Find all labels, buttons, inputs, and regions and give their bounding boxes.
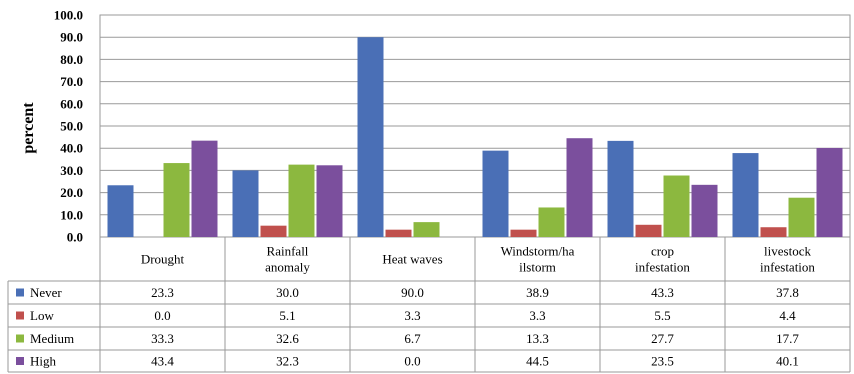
legend-key-never	[16, 288, 24, 297]
data-label: 0.0	[404, 354, 420, 369]
bar-medium	[163, 163, 190, 237]
legend-key-low	[16, 311, 24, 320]
data-label: 6.7	[404, 331, 421, 346]
bar-high	[316, 165, 343, 237]
y-tick-label: 40.0	[60, 141, 83, 156]
category-label: Drought	[141, 252, 185, 267]
data-label: 40.1	[776, 354, 799, 369]
category-label: crop infestation	[635, 244, 690, 275]
category-label: livestock infestation	[760, 244, 815, 275]
bars	[107, 37, 843, 238]
category-label-line: Rainfall	[267, 244, 309, 259]
bar-medium	[663, 175, 690, 237]
data-label: 38.9	[526, 285, 549, 300]
data-label: 23.5	[651, 354, 674, 369]
legend-label-low: Low	[30, 308, 54, 323]
category-label-line: anomaly	[265, 260, 310, 275]
data-label: 23.3	[151, 285, 174, 300]
category-label-line: crop	[651, 244, 674, 259]
bar-medium	[413, 222, 440, 237]
bar-high	[691, 184, 718, 237]
y-tick-label: 80.0	[60, 52, 83, 67]
data-label: 17.7	[776, 331, 799, 346]
data-label: 90.0	[401, 285, 424, 300]
category-label: Rainfall anomaly	[265, 244, 310, 275]
data-label: 27.7	[651, 331, 674, 346]
y-axis-label: percent	[20, 102, 37, 154]
bar-high	[816, 147, 843, 237]
bar-medium	[538, 207, 565, 237]
legend-key-medium	[16, 334, 24, 343]
bar-never	[732, 153, 759, 237]
legend-label-medium: Medium	[30, 331, 74, 346]
category-label-line: ilstorm	[519, 260, 556, 275]
legend-label-never: Never	[30, 285, 62, 300]
y-tick-label: 20.0	[60, 185, 83, 200]
data-label: 5.1	[279, 308, 295, 323]
y-tick-label: 50.0	[60, 119, 83, 134]
legend-label-high: High	[30, 354, 57, 369]
category-label-line: Heat waves	[382, 252, 442, 267]
data-table: Drought Rainfall anomaly Heat waves Windstor…	[7, 237, 851, 373]
data-label: 3.3	[529, 308, 545, 323]
legend-key-high	[16, 357, 24, 365]
y-axis-ticks: 0.0 10.0 20.0 30.0 40.0 50.0 60.0 70.0 80.0 90.0 1…	[54, 8, 83, 245]
bar-low	[260, 225, 287, 237]
data-label: 3.3	[404, 308, 420, 323]
bar-never	[232, 170, 259, 237]
bar-high	[566, 138, 593, 237]
category-label: Windstorm/ha ilstorm	[501, 244, 575, 275]
bar-low	[385, 229, 412, 237]
bar-medium	[788, 197, 815, 237]
data-label: 5.5	[654, 308, 670, 323]
bar-medium	[288, 164, 315, 237]
y-tick-label: 70.0	[60, 74, 83, 89]
y-tick-label: 10.0	[60, 207, 83, 222]
category-label-line: infestation	[760, 260, 815, 275]
bar-never	[357, 37, 384, 238]
data-label: 43.3	[651, 285, 674, 300]
bar-high	[191, 140, 218, 237]
data-label: 30.0	[276, 285, 299, 300]
data-label: 44.5	[526, 354, 549, 369]
data-label: 4.4	[779, 308, 796, 323]
category-label: Heat waves	[382, 252, 442, 267]
category-label-line: Windstorm/ha	[501, 244, 575, 259]
data-label: 32.3	[276, 354, 299, 369]
category-label-line: livestock	[764, 244, 811, 259]
bar-low	[510, 229, 537, 237]
y-tick-label: 60.0	[60, 96, 83, 111]
y-tick-label: 90.0	[60, 30, 83, 45]
bar-low	[760, 227, 787, 237]
data-label: 33.3	[151, 331, 174, 346]
category-label-line: Drought	[141, 252, 185, 267]
bar-never	[482, 150, 509, 237]
y-tick-label: 100.0	[54, 8, 83, 23]
y-tick-label: 30.0	[60, 163, 83, 178]
data-label: 13.3	[526, 331, 549, 346]
data-label: 32.6	[276, 331, 299, 346]
data-label: 43.4	[151, 354, 174, 369]
category-label-line: infestation	[635, 260, 690, 275]
bar-low	[635, 224, 662, 237]
data-label: 37.8	[776, 285, 799, 300]
bar-never	[607, 140, 634, 237]
y-tick-label: 0.0	[67, 230, 83, 245]
bar-never	[107, 185, 134, 237]
data-label: 0.0	[154, 308, 170, 323]
